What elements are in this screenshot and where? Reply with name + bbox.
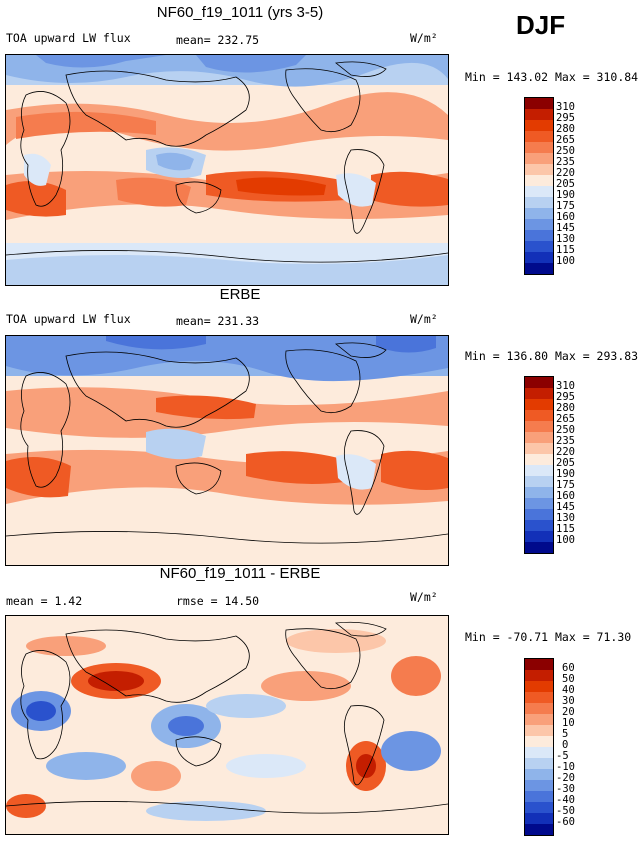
panel-2-units: W/m² bbox=[410, 312, 438, 326]
cb2-label: 280 bbox=[556, 402, 575, 414]
panel-3-colorbar bbox=[524, 658, 554, 836]
cb3-label: 60 bbox=[562, 662, 575, 674]
panel-1-map bbox=[5, 54, 449, 286]
season-label: DJF bbox=[516, 10, 566, 40]
panel-3-map bbox=[5, 615, 449, 835]
cb2-label: 205 bbox=[556, 457, 575, 469]
cb1-label: 190 bbox=[556, 189, 575, 201]
cb2-label: 235 bbox=[556, 435, 575, 447]
cb1-label: 100 bbox=[556, 255, 575, 267]
cb3-label: 10 bbox=[562, 717, 575, 729]
cb1-label: 220 bbox=[556, 167, 575, 179]
cb3-label: 50 bbox=[562, 673, 575, 685]
cb3-label: 30 bbox=[562, 695, 575, 707]
panel-3-title: NF60_f19_1011 - ERBE bbox=[159, 565, 321, 582]
panel-3-rmse: rmse = 14.50 bbox=[176, 594, 260, 608]
cb1-label: 160 bbox=[556, 211, 575, 223]
panel-1-variable: TOA upward LW flux bbox=[6, 31, 131, 45]
cb2-label: 295 bbox=[556, 391, 575, 403]
cb1-label: 265 bbox=[556, 134, 575, 146]
cb1-label: 280 bbox=[556, 123, 575, 135]
cb1-label: 115 bbox=[556, 244, 575, 256]
cb3-label: 0 bbox=[562, 739, 569, 751]
cb1-label: 235 bbox=[556, 156, 575, 168]
panel-2-variable: TOA upward LW flux bbox=[6, 312, 131, 326]
cb3-label: -30 bbox=[556, 783, 575, 795]
cb3-label: 20 bbox=[562, 706, 575, 718]
cb2-label: 265 bbox=[556, 413, 575, 425]
cb1-label: 310 bbox=[556, 101, 575, 113]
panel-1-colorbar bbox=[524, 97, 554, 275]
cb1-label: 175 bbox=[556, 200, 575, 212]
panel-2-colorbar bbox=[524, 376, 554, 554]
cb1-label: 295 bbox=[556, 112, 575, 124]
cb2-label: 130 bbox=[556, 512, 575, 524]
cb2-label: 310 bbox=[556, 380, 575, 392]
cb3-label: -40 bbox=[556, 794, 575, 806]
panel-1-units: W/m² bbox=[410, 31, 438, 45]
panel-3-minmax: Min = -70.71 Max = 71.30 bbox=[465, 630, 632, 644]
cb2-label: 115 bbox=[556, 523, 575, 535]
cb2-label: 160 bbox=[556, 490, 575, 502]
cb3-label: -10 bbox=[556, 761, 575, 773]
cb2-label: 250 bbox=[556, 424, 575, 436]
cb1-label: 250 bbox=[556, 145, 575, 157]
cb1-label: 205 bbox=[556, 178, 575, 190]
cb3-label: -20 bbox=[556, 772, 575, 784]
panel-1-minmax: Min = 143.02 Max = 310.84 bbox=[465, 70, 639, 84]
cb2-label: 190 bbox=[556, 468, 575, 480]
panel-2-map-svg bbox=[6, 336, 448, 565]
cb3-label: -60 bbox=[556, 816, 575, 828]
panel-2-minmax: Min = 136.80 Max = 293.83 bbox=[465, 349, 639, 363]
cb2-label: 145 bbox=[556, 501, 575, 513]
panel-3-units: W/m² bbox=[410, 590, 438, 604]
cb2-label: 175 bbox=[556, 479, 575, 491]
panel-3-mean: mean = 1.42 bbox=[6, 594, 83, 608]
panel-1-map-svg bbox=[6, 55, 448, 285]
cb3-label: 40 bbox=[562, 684, 575, 696]
panel-2-map bbox=[5, 335, 449, 566]
panel-3-map-svg bbox=[6, 616, 448, 834]
panel-2-mean: mean= 231.33 bbox=[176, 314, 260, 328]
cb1-label: 130 bbox=[556, 233, 575, 245]
cb3-label: 5 bbox=[562, 728, 569, 740]
panel-1-mean: mean= 232.75 bbox=[176, 33, 260, 47]
cb3-label: -5 bbox=[556, 750, 569, 762]
cb2-label: 100 bbox=[556, 534, 575, 546]
panel-1-title: NF60_f19_1011 (yrs 3-5) bbox=[156, 4, 324, 21]
panel-2-title: ERBE bbox=[219, 286, 261, 303]
cb2-label: 220 bbox=[556, 446, 575, 458]
cb3-label: -50 bbox=[556, 805, 575, 817]
cb1-label: 145 bbox=[556, 222, 575, 234]
